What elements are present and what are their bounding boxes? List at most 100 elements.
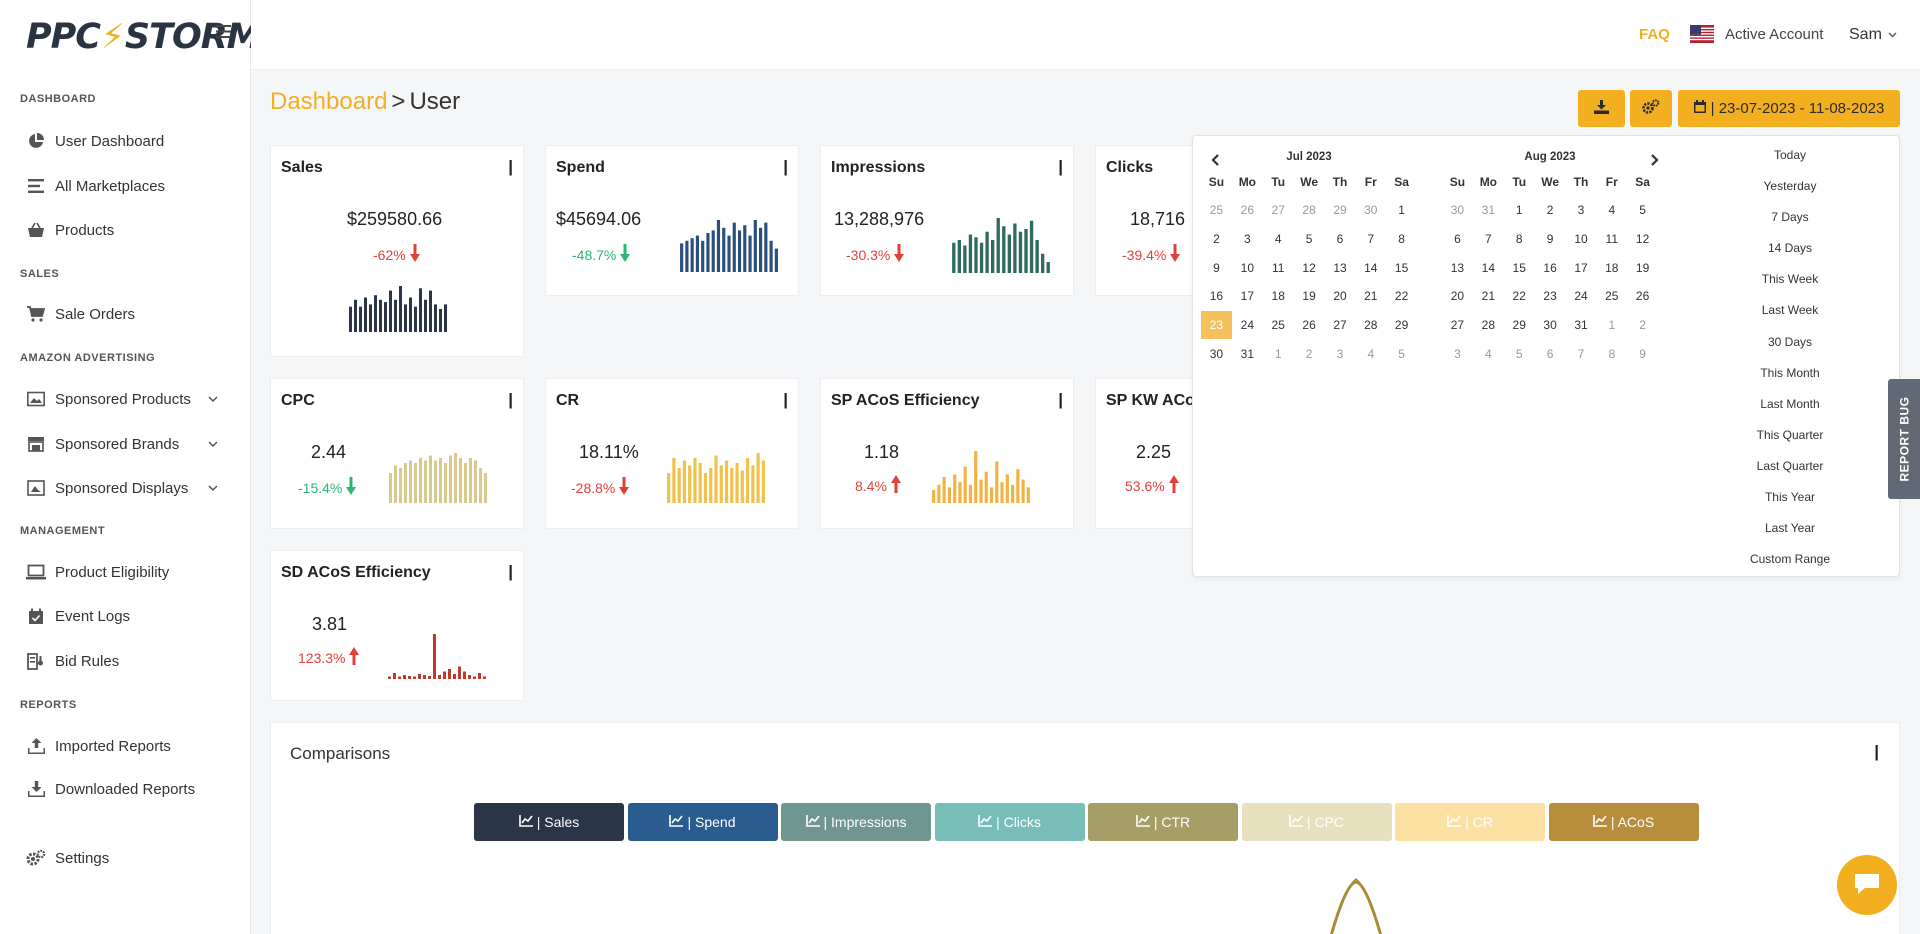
calendar-day[interactable]: 7	[1577, 346, 1585, 361]
calendar-day[interactable]: 1	[1608, 318, 1616, 333]
calendar-day[interactable]: 13	[1450, 260, 1465, 275]
calendar-day[interactable]: 1	[1398, 203, 1405, 218]
range-this-year[interactable]: This Year	[1764, 490, 1816, 505]
compare-button-cr[interactable]: | CR	[1395, 803, 1545, 841]
compare-button-impressions[interactable]: | Impressions	[781, 803, 931, 841]
sidebar-item-sale-orders[interactable]: Sale Orders	[26, 299, 224, 329]
sidebar-item-products[interactable]: Products	[26, 215, 224, 245]
compare-button-clicks[interactable]: | Clicks	[934, 803, 1085, 841]
calendar-day[interactable]: 10	[1574, 232, 1588, 247]
calendar-day[interactable]: 21	[1481, 289, 1496, 304]
range-14-days[interactable]: 14 Days	[1767, 241, 1813, 256]
calendar-day[interactable]: 1	[1274, 346, 1282, 361]
sidebar-item-sponsored-displays[interactable]: Sponsored Displays	[26, 473, 224, 503]
calendar-day[interactable]: 29	[1394, 318, 1409, 333]
calendar-day[interactable]: 29	[1512, 318, 1526, 333]
calendar-day[interactable]: 5	[1305, 232, 1313, 247]
calendar-day[interactable]: 26	[1635, 289, 1650, 304]
range-last-quarter[interactable]: Last Quarter	[1756, 458, 1824, 473]
compare-button-sales[interactable]: | Sales	[474, 803, 624, 841]
calendar-day[interactable]: 30	[1209, 346, 1224, 361]
calendar-day[interactable]: 7	[1485, 232, 1492, 247]
calendar-day[interactable]: 9	[1546, 232, 1554, 247]
range-custom[interactable]: Custom Range	[1749, 552, 1831, 567]
calendar-day[interactable]: 31	[1574, 318, 1588, 333]
calendar-day[interactable]: 31	[1240, 346, 1255, 361]
calendar-day[interactable]: 16	[1543, 260, 1557, 275]
calendar-day[interactable]: 24	[1574, 289, 1588, 304]
calendar-day[interactable]: 8	[1608, 346, 1616, 361]
calendar-day[interactable]: 15	[1512, 260, 1526, 275]
card-menu-button[interactable]: |	[508, 390, 513, 409]
calendar-day[interactable]: 26	[1302, 318, 1316, 333]
compare-button-acos[interactable]: | ACoS	[1548, 803, 1699, 841]
calendar-day[interactable]: 6	[1336, 232, 1344, 247]
calendar-day[interactable]: 20	[1333, 289, 1347, 304]
card-menu-button[interactable]: |	[508, 157, 513, 176]
calendar-day[interactable]: 11	[1605, 232, 1619, 247]
card-menu-button[interactable]: |	[1058, 390, 1063, 409]
calendar-day[interactable]: 31	[1481, 203, 1496, 218]
calendar-day[interactable]: 12	[1302, 260, 1316, 275]
calendar-day[interactable]: 2	[1305, 346, 1313, 361]
sidebar-item-event-logs[interactable]: Event Logs	[26, 601, 224, 631]
calendar-day[interactable]: 4	[1367, 346, 1375, 361]
calendar-day[interactable]: 22	[1512, 289, 1526, 304]
settings-button[interactable]	[1630, 90, 1672, 127]
calendar-day[interactable]: 5	[1639, 203, 1646, 218]
calendar-day[interactable]: 3	[1336, 346, 1344, 361]
range-this-month[interactable]: This Month	[1760, 365, 1820, 380]
calendar-day[interactable]: 18	[1271, 289, 1285, 304]
calendar-day[interactable]: 28	[1364, 318, 1378, 333]
card-menu-button[interactable]: |	[783, 157, 788, 176]
calendar-day[interactable]: 23	[1201, 310, 1232, 340]
calendar-day[interactable]: 3	[1577, 203, 1585, 218]
card-menu-button[interactable]: |	[783, 390, 788, 409]
calendar-day[interactable]: 25	[1271, 318, 1285, 333]
range-this-week[interactable]: This Week	[1761, 272, 1819, 287]
calendar-day[interactable]: 24	[1240, 318, 1255, 333]
user-menu[interactable]: Sam	[1849, 26, 1897, 44]
calendar-day[interactable]: 12	[1635, 232, 1650, 247]
active-account-label[interactable]: Active Account	[1725, 26, 1824, 43]
range-last-month[interactable]: Last Month	[1760, 396, 1820, 411]
calendar-day[interactable]: 30	[1364, 203, 1378, 218]
calendar-day[interactable]: 28	[1302, 203, 1316, 218]
calendar-day[interactable]: 4	[1485, 346, 1492, 361]
calendar-day[interactable]: 16	[1209, 289, 1224, 304]
calendar-day[interactable]: 10	[1240, 260, 1255, 275]
calendar-day[interactable]: 6	[1546, 346, 1554, 361]
calendar-day[interactable]: 17	[1240, 289, 1255, 304]
calendar-day[interactable]: 15	[1394, 260, 1409, 275]
calendar-day[interactable]: 9	[1213, 260, 1220, 275]
calendar-day[interactable]: 4	[1274, 232, 1282, 247]
hamburger-menu-icon[interactable]	[216, 25, 231, 43]
range-last-year[interactable]: Last Year	[1764, 521, 1816, 536]
range-last-week[interactable]: Last Week	[1761, 303, 1819, 318]
compare-button-ctr[interactable]: | CTR	[1088, 803, 1238, 841]
calendar-day[interactable]: 1	[1515, 203, 1523, 218]
date-range-button[interactable]: | 23-07-2023 - 11-08-2023	[1678, 90, 1900, 127]
download-button[interactable]	[1578, 90, 1625, 127]
comparisons-menu-button[interactable]: |	[1874, 742, 1879, 761]
calendar-day[interactable]: 13	[1333, 260, 1347, 275]
calendar-day[interactable]: 20	[1450, 289, 1465, 304]
calendar-day[interactable]: 19	[1635, 260, 1650, 275]
calendar-day[interactable]: 14	[1481, 260, 1496, 275]
calendar-day[interactable]: 29	[1333, 203, 1347, 218]
calendar-day[interactable]: 2	[1546, 203, 1554, 218]
calendar-day[interactable]: 8	[1398, 232, 1405, 247]
calendar-day[interactable]: 14	[1364, 260, 1378, 275]
sidebar-item-downloaded-reports[interactable]: Downloaded Reports	[26, 774, 224, 804]
calendar-day[interactable]: 6	[1454, 232, 1461, 247]
calendar-day[interactable]: 27	[1450, 318, 1465, 333]
calendar-day[interactable]: 30	[1543, 318, 1557, 333]
calendar-day[interactable]: 27	[1271, 203, 1285, 218]
calendar-day[interactable]: 27	[1333, 318, 1347, 333]
sidebar-item-all-marketplaces[interactable]: All Marketplaces	[26, 171, 224, 201]
calendar-day[interactable]: 19	[1302, 289, 1316, 304]
card-menu-button[interactable]: |	[1058, 157, 1063, 176]
calendar-day[interactable]: 11	[1271, 260, 1285, 275]
calendar-day[interactable]: 22	[1394, 289, 1409, 304]
calendar-day[interactable]: 25	[1209, 203, 1224, 218]
